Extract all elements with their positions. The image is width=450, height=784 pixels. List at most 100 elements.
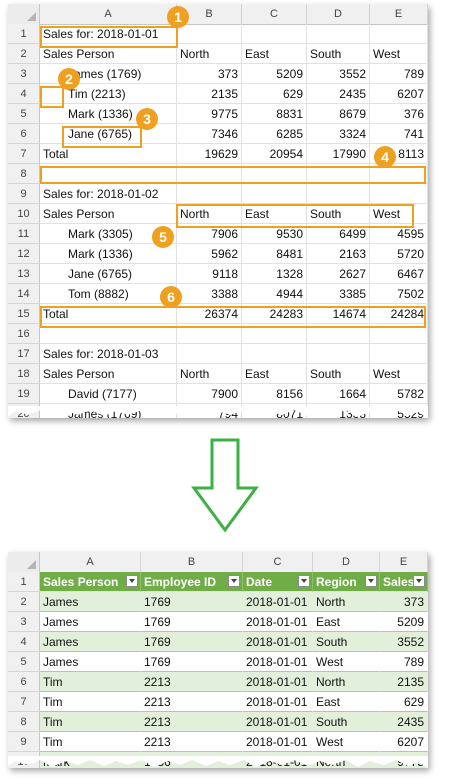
cell-e7[interactable]: 8113 <box>370 144 428 164</box>
cell-c6[interactable]: 6285 <box>242 124 307 144</box>
column-header-e[interactable]: E <box>380 552 428 572</box>
cell-c16[interactable] <box>242 324 307 344</box>
row-number[interactable]: 7 <box>8 692 40 712</box>
cell-employee-id[interactable]: 1769 <box>141 592 243 612</box>
column-header-a[interactable]: A <box>40 4 177 24</box>
cell-date[interactable]: 2018-01-01 <box>243 632 313 652</box>
cell-sales[interactable]: 2435 <box>380 712 428 732</box>
cell-region[interactable]: North <box>313 592 380 612</box>
cell-b5[interactable]: 9775 <box>177 104 242 124</box>
cell-employee-id[interactable]: 1769 <box>141 632 243 652</box>
cell-c14[interactable]: 4944 <box>242 284 307 304</box>
filter-dropdown-icon[interactable] <box>126 575 138 587</box>
cell-sales[interactable]: 629 <box>380 692 428 712</box>
cell-e11[interactable]: 4595 <box>370 224 428 244</box>
cell-d10[interactable]: South <box>307 204 370 224</box>
filter-dropdown-icon[interactable] <box>298 575 310 587</box>
cell-date[interactable]: 2018-01-01 <box>243 612 313 632</box>
filter-dropdown-icon[interactable] <box>228 575 240 587</box>
row-number[interactable]: 12 <box>8 244 40 264</box>
column-header-c[interactable]: C <box>243 552 313 572</box>
cell-b12[interactable]: 5962 <box>177 244 242 264</box>
cell-d4[interactable]: 2435 <box>307 84 370 104</box>
cell-e4[interactable]: 6207 <box>370 84 428 104</box>
cell-b10[interactable]: North <box>177 204 242 224</box>
table-header-employee-id[interactable]: Employee ID <box>141 572 243 592</box>
cell-d18[interactable]: South <box>307 364 370 384</box>
cell-e13[interactable]: 6467 <box>370 264 428 284</box>
cell-region[interactable]: North <box>313 672 380 692</box>
column-header-d[interactable]: D <box>307 4 370 24</box>
cell-d14[interactable]: 3385 <box>307 284 370 304</box>
cell-c5[interactable]: 8831 <box>242 104 307 124</box>
select-all-corner[interactable] <box>8 552 40 572</box>
cell-date[interactable]: 2018-01-01 <box>243 732 313 752</box>
cell-region[interactable]: South <box>313 632 380 652</box>
cell-b9[interactable] <box>177 184 242 204</box>
cell-employee-id[interactable]: 2213 <box>141 712 243 732</box>
select-all-corner[interactable] <box>8 4 40 24</box>
row-number[interactable]: 15 <box>8 304 40 324</box>
cell-a2[interactable]: Sales Person <box>40 44 177 64</box>
table-header-region[interactable]: Region <box>313 572 380 592</box>
cell-e19[interactable]: 5782 <box>370 384 428 404</box>
cell-c18[interactable]: East <box>242 364 307 384</box>
row-number[interactable]: 6 <box>8 124 40 144</box>
cell-c10[interactable]: East <box>242 204 307 224</box>
cell-region[interactable]: South <box>313 712 380 732</box>
row-number[interactable]: 2 <box>8 592 40 612</box>
cell-sales-person[interactable]: Tim <box>40 712 141 732</box>
cell-d15[interactable]: 14674 <box>307 304 370 324</box>
cell-date[interactable]: 2018-01-01 <box>243 652 313 672</box>
column-header-d[interactable]: D <box>313 552 380 572</box>
cell-e15[interactable]: 24284 <box>370 304 428 324</box>
table-header-date[interactable]: Date <box>243 572 313 592</box>
cell-c12[interactable]: 8481 <box>242 244 307 264</box>
cell-e5[interactable]: 376 <box>370 104 428 124</box>
cell-c15[interactable]: 24283 <box>242 304 307 324</box>
cell-d7[interactable]: 17990 <box>307 144 370 164</box>
cell-employee-id[interactable]: 1769 <box>141 652 243 672</box>
row-number[interactable]: 5 <box>8 652 40 672</box>
cell-date[interactable]: 2018-01-01 <box>243 592 313 612</box>
row-number[interactable]: 5 <box>8 104 40 124</box>
cell-region[interactable]: West <box>313 652 380 672</box>
row-number[interactable]: 3 <box>8 612 40 632</box>
row-number[interactable]: 1 <box>8 572 40 592</box>
cell-a6[interactable]: Jane (6765) <box>40 124 177 144</box>
cell-a4[interactable]: Tim (2213) <box>40 84 177 104</box>
column-header-e[interactable]: E <box>370 4 428 24</box>
cell-e17[interactable] <box>370 344 428 364</box>
row-number[interactable]: 9 <box>8 732 40 752</box>
cell-b14[interactable]: 3388 <box>177 284 242 304</box>
row-number[interactable]: 13 <box>8 264 40 284</box>
row-number[interactable]: 16 <box>8 324 40 344</box>
cell-b1[interactable] <box>177 24 242 44</box>
cell-date[interactable]: 2018-01-01 <box>243 712 313 732</box>
cell-a10[interactable]: Sales Person <box>40 204 177 224</box>
cell-a5[interactable]: Mark (1336) <box>40 104 177 124</box>
cell-d1[interactable] <box>307 24 370 44</box>
table-header-sales-person[interactable]: Sales Person <box>40 572 141 592</box>
cell-c7[interactable]: 20954 <box>242 144 307 164</box>
cell-e1[interactable] <box>370 24 428 44</box>
cell-c11[interactable]: 9530 <box>242 224 307 244</box>
cell-a13[interactable]: Jane (6765) <box>40 264 177 284</box>
cell-date[interactable]: 2018-01-01 <box>243 672 313 692</box>
cell-a16[interactable] <box>40 324 177 344</box>
cell-b19[interactable]: 7900 <box>177 384 242 404</box>
cell-a14[interactable]: Tom (8882) <box>40 284 177 304</box>
cell-sales-person[interactable]: Tim <box>40 672 141 692</box>
cell-a15[interactable]: Total <box>40 304 177 324</box>
row-number[interactable]: 1 <box>8 24 40 44</box>
column-header-a[interactable]: A <box>40 552 141 572</box>
cell-e3[interactable]: 789 <box>370 64 428 84</box>
row-number[interactable]: 4 <box>8 632 40 652</box>
cell-d6[interactable]: 3324 <box>307 124 370 144</box>
cell-sales-person[interactable]: James <box>40 632 141 652</box>
cell-d2[interactable]: South <box>307 44 370 64</box>
cell-employee-id[interactable]: 2213 <box>141 732 243 752</box>
cell-b15[interactable]: 26374 <box>177 304 242 324</box>
cell-employee-id[interactable]: 2213 <box>141 692 243 712</box>
cell-region[interactable]: East <box>313 612 380 632</box>
